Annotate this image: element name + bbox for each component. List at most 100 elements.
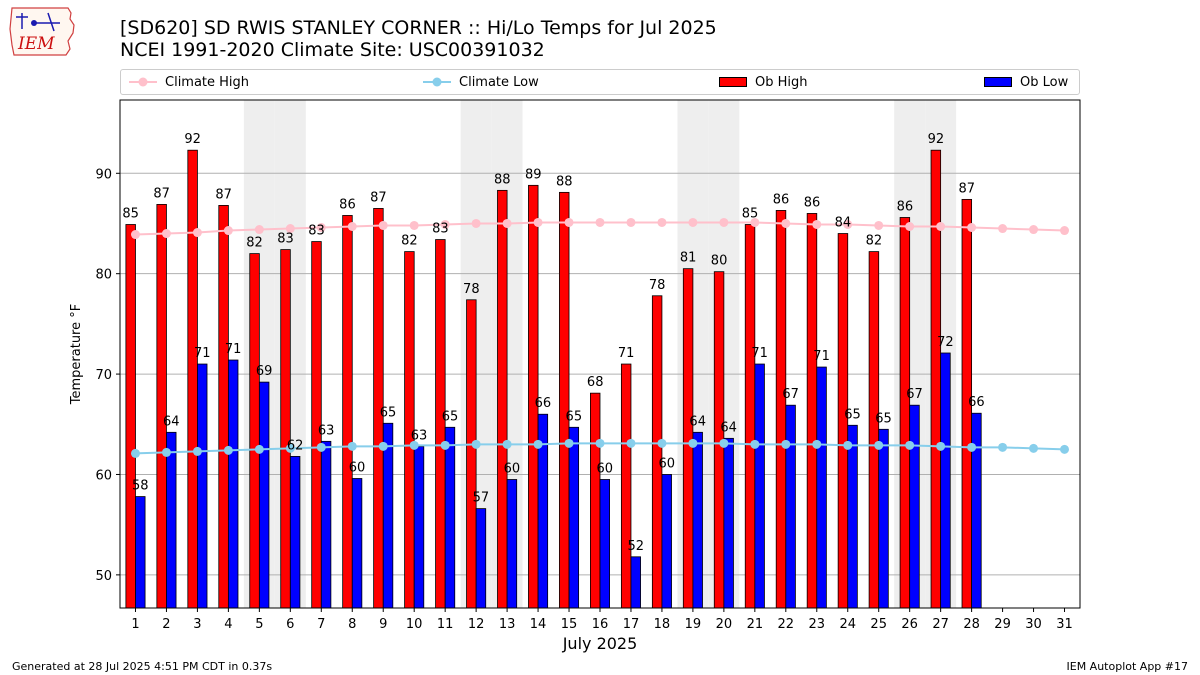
data-label-ob-high: 85 <box>742 206 759 221</box>
footer-generated-text: Generated at 28 Jul 2025 4:51 PM CDT in … <box>12 660 273 673</box>
point-climate-low <box>533 439 543 449</box>
data-label-ob-high: 86 <box>804 195 821 210</box>
data-label-ob-low: 71 <box>813 349 830 364</box>
point-climate-low <box>502 439 512 449</box>
point-climate-low <box>564 438 574 448</box>
legend-swatch-icon <box>719 77 747 87</box>
data-label-ob-low: 65 <box>844 407 861 422</box>
point-climate-high <box>812 219 822 229</box>
data-label-ob-high: 82 <box>866 234 883 249</box>
bar-ob-high <box>682 268 694 609</box>
x-tick-label: 30 <box>1025 617 1042 632</box>
data-label-ob-low: 63 <box>318 423 335 438</box>
point-climate-high <box>874 220 884 230</box>
point-climate-high <box>843 219 853 229</box>
chart-title: [SD620] SD RWIS STANLEY CORNER :: Hi/Lo … <box>120 17 717 39</box>
x-tick-label: 5 <box>255 617 263 632</box>
bar-ob-low <box>289 456 301 609</box>
point-climate-high <box>502 218 512 228</box>
data-label-ob-low: 69 <box>256 364 273 379</box>
bar-ob-high <box>899 217 911 609</box>
point-climate-low <box>812 439 822 449</box>
bar-ob-low <box>197 363 208 609</box>
bar-ob-high <box>590 392 601 609</box>
bar-ob-low <box>506 479 518 609</box>
point-climate-low <box>285 443 295 453</box>
data-label-ob-low: 71 <box>751 346 768 361</box>
point-climate-low <box>967 442 977 452</box>
point-climate-high <box>564 217 574 227</box>
data-label-ob-low: 71 <box>194 346 211 361</box>
point-climate-high <box>688 217 698 227</box>
bar-ob-low <box>320 440 332 609</box>
point-climate-high <box>409 220 419 230</box>
x-tick-label: 22 <box>778 617 795 632</box>
point-climate-low <box>378 441 388 451</box>
data-label-ob-low: 66 <box>968 395 985 410</box>
point-climate-high <box>533 217 543 227</box>
data-label-ob-high: 83 <box>277 232 294 247</box>
point-climate-high <box>626 217 636 227</box>
point-climate-high <box>440 219 450 229</box>
point-climate-low <box>843 440 853 450</box>
data-label-ob-low: 67 <box>906 387 923 402</box>
legend-swatch-icon <box>984 77 1012 87</box>
bar-ob-low <box>135 496 146 609</box>
legend-line-marker-icon <box>129 77 157 87</box>
point-climate-low <box>719 438 729 448</box>
chart-subtitle: NCEI 1991-2020 Climate Site: USC00391032 <box>120 39 545 61</box>
legend-item-climate-low: Climate Low <box>423 70 539 94</box>
x-tick-label: 1 <box>131 617 139 632</box>
x-tick-label: 31 <box>1056 617 1073 632</box>
x-tick-label: 25 <box>870 617 887 632</box>
bar-ob-low <box>351 478 363 609</box>
point-climate-low <box>657 438 667 448</box>
point-climate-low <box>626 438 636 448</box>
data-label-ob-high: 83 <box>308 224 325 239</box>
x-tick-label: 20 <box>716 617 733 632</box>
data-label-ob-high: 88 <box>556 174 573 189</box>
bar-ob-low <box>227 359 239 609</box>
bar-ob-low <box>878 428 889 609</box>
point-climate-low <box>223 445 233 455</box>
bar-ob-low <box>909 404 920 609</box>
bar-ob-high <box>559 191 570 609</box>
point-climate-high <box>192 228 202 238</box>
x-tick-label: 26 <box>901 617 918 632</box>
data-label-ob-high: 86 <box>773 192 790 207</box>
bar-ob-high <box>930 149 942 609</box>
point-climate-low <box>1029 443 1039 453</box>
data-label-ob-low: 66 <box>535 396 552 411</box>
bar-ob-low <box>568 426 580 609</box>
bar-ob-low <box>816 366 827 609</box>
bar-ob-low <box>940 352 951 609</box>
y-tick-label: 50 <box>95 569 112 584</box>
point-climate-high <box>781 218 791 228</box>
bar-ob-low <box>692 431 703 609</box>
x-tick-label: 28 <box>963 617 980 632</box>
point-climate-high <box>936 221 946 231</box>
x-tick-label: 6 <box>286 617 294 632</box>
x-tick-label: 18 <box>654 617 671 632</box>
x-tick-label: 17 <box>623 617 640 632</box>
point-climate-high <box>285 224 295 234</box>
point-climate-low <box>998 442 1008 452</box>
x-tick-label: 7 <box>317 617 325 632</box>
y-tick-label: 70 <box>95 368 112 383</box>
bar-ob-high <box>156 204 167 609</box>
data-label-ob-low: 65 <box>442 409 459 424</box>
point-climate-low <box>688 438 698 448</box>
data-label-ob-low: 60 <box>658 456 675 471</box>
bar-ob-high <box>497 189 508 609</box>
point-climate-low <box>595 438 605 448</box>
data-label-ob-low: 60 <box>349 460 366 475</box>
bar-ob-high <box>651 295 663 609</box>
data-label-ob-high: 87 <box>215 187 232 202</box>
point-climate-low <box>409 440 419 450</box>
data-label-ob-high: 87 <box>959 181 976 196</box>
bar-ob-low <box>754 363 765 609</box>
bar-ob-high <box>466 299 477 609</box>
legend: Climate High Climate Low Ob High Ob Low <box>120 69 1080 95</box>
data-label-ob-low: 58 <box>132 479 149 494</box>
